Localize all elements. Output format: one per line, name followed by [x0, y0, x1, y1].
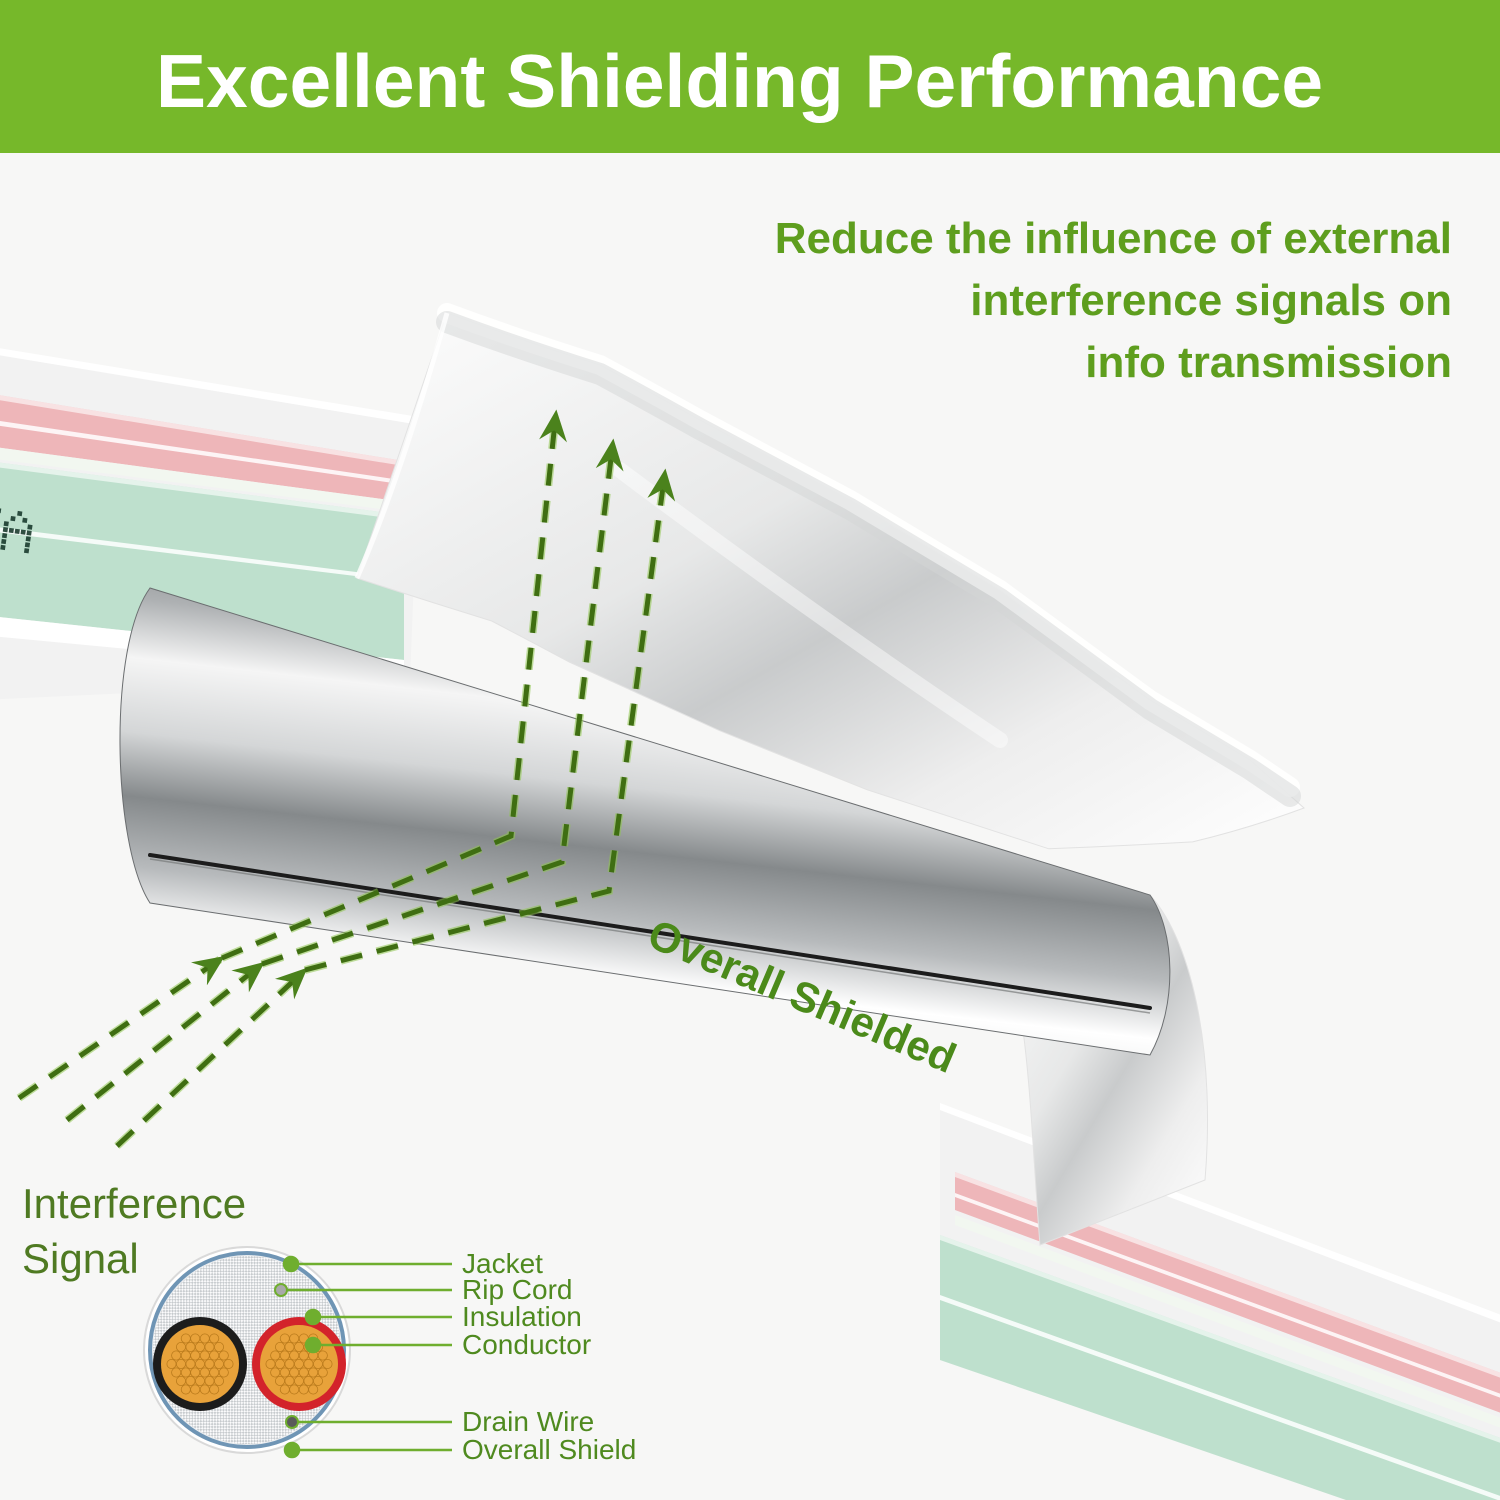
- svg-text:Conductor: Conductor: [462, 1329, 591, 1360]
- svg-text:Overall Shield: Overall Shield: [462, 1434, 636, 1465]
- svg-text:Drain Wire: Drain Wire: [462, 1406, 594, 1437]
- svg-text:Signal: Signal: [22, 1235, 139, 1282]
- svg-text:Insulation: Insulation: [462, 1301, 582, 1332]
- svg-text:Interference: Interference: [22, 1180, 246, 1227]
